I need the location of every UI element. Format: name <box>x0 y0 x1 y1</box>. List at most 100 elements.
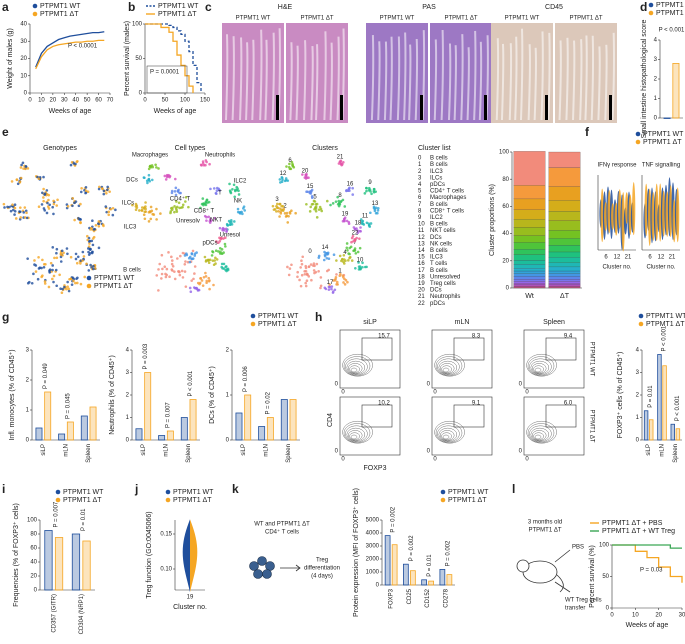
arrow <box>280 564 301 572</box>
cluster-label: 4 <box>343 250 347 256</box>
umap-dot <box>303 273 307 276</box>
umap-dot <box>287 273 291 277</box>
bar <box>391 544 398 586</box>
bar <box>180 417 188 441</box>
legend-label: PTPMT1 ΔT <box>173 497 212 504</box>
y-tick-label: 30 <box>20 39 27 45</box>
umap-dot <box>24 167 27 171</box>
x-tick-label: CD152 <box>425 588 431 607</box>
umap-dot <box>241 212 244 216</box>
umap-dot <box>300 259 303 263</box>
villus <box>414 38 419 121</box>
x-tick-label: CD357 (GITR) <box>51 594 57 633</box>
umap-dot <box>111 213 115 217</box>
y-tick-label: 40 <box>20 22 27 28</box>
x-tick-label: 10 <box>38 98 45 104</box>
umap-dot <box>101 223 105 227</box>
umap-dot <box>143 217 147 221</box>
cluster-name: Macrophages <box>430 195 466 201</box>
umap-dot <box>74 257 78 261</box>
umap-dot <box>208 287 211 291</box>
bar <box>403 563 409 586</box>
umap-dot <box>184 200 187 203</box>
bar <box>44 391 52 441</box>
umap-dot <box>3 206 6 209</box>
stack-segment <box>548 167 581 187</box>
bar <box>71 533 81 591</box>
umap-dot <box>363 265 367 269</box>
umap-dot <box>187 205 190 209</box>
umap-dot <box>181 276 185 279</box>
villus <box>520 28 524 121</box>
umap-dot <box>317 270 320 273</box>
bar <box>44 530 53 591</box>
umap-dot <box>287 214 290 218</box>
umap-dot <box>217 241 220 245</box>
umap-dot <box>149 217 153 221</box>
cluster-name: ILC3 <box>430 169 443 175</box>
cluster-name: NK cells <box>430 241 452 247</box>
umap-dot <box>51 264 54 267</box>
umap-dot <box>92 264 95 268</box>
bar <box>663 117 671 119</box>
legend-swatch <box>55 489 61 495</box>
x-tick-label: 30 <box>679 613 685 619</box>
umap-dot <box>214 256 217 260</box>
contour <box>442 434 450 440</box>
y-tick-label: 100 <box>599 543 610 549</box>
panel-letter: k <box>232 482 239 496</box>
umap-dot <box>45 189 49 192</box>
umap-dot <box>178 206 181 210</box>
umap-dot <box>332 253 336 257</box>
umap-dot <box>224 245 227 248</box>
umap-dot <box>170 259 174 262</box>
bar <box>82 540 91 591</box>
p-value: P = 0.003 <box>143 343 149 369</box>
contour <box>434 421 465 444</box>
violin <box>655 183 659 241</box>
villus <box>295 45 299 121</box>
cluster-id: 15 <box>418 255 425 261</box>
villus <box>547 32 551 121</box>
umap-dot <box>309 263 313 266</box>
cell-type-label: T <box>218 191 222 197</box>
gate <box>453 337 485 361</box>
y-axis-label: Percent survival (%) <box>589 545 596 608</box>
y-tick-label: 0 <box>606 606 610 612</box>
y-tick-label: 4000 <box>366 531 380 537</box>
umap-dot <box>199 276 203 280</box>
umap-dot <box>164 275 168 279</box>
umap-dot <box>66 280 69 284</box>
y-tick-label: 100 <box>27 518 38 524</box>
y-tick-label: 1 <box>226 393 230 399</box>
villus <box>453 45 457 121</box>
umap-dot <box>13 203 17 207</box>
umap-dot <box>232 183 236 187</box>
umap-dot <box>150 178 154 182</box>
umap-dot <box>14 217 18 220</box>
stack-segment <box>513 254 546 261</box>
umap-dot <box>239 211 242 214</box>
umap-dot <box>339 160 342 163</box>
column-label: Spleen <box>543 319 565 326</box>
umap-dot <box>102 192 106 196</box>
contour <box>533 365 544 373</box>
legend-swatch <box>648 2 654 8</box>
umap-dot <box>294 211 297 215</box>
umap-dot <box>26 281 30 285</box>
umap-dot <box>344 278 348 282</box>
villus <box>370 35 375 121</box>
axis-zero: 0 <box>341 390 345 396</box>
umap-dot <box>13 206 17 210</box>
column-label: siLP <box>363 319 377 326</box>
x-axis-label: FOXP3 <box>364 465 387 472</box>
umap-dot <box>8 205 11 209</box>
umap-dot <box>55 251 58 255</box>
contour <box>438 427 457 442</box>
umap-dot <box>97 222 100 225</box>
series-line <box>35 31 105 68</box>
cluster-name: B cells <box>430 162 448 168</box>
bar <box>80 415 88 441</box>
umap-dot <box>52 280 55 284</box>
contour <box>349 365 360 373</box>
